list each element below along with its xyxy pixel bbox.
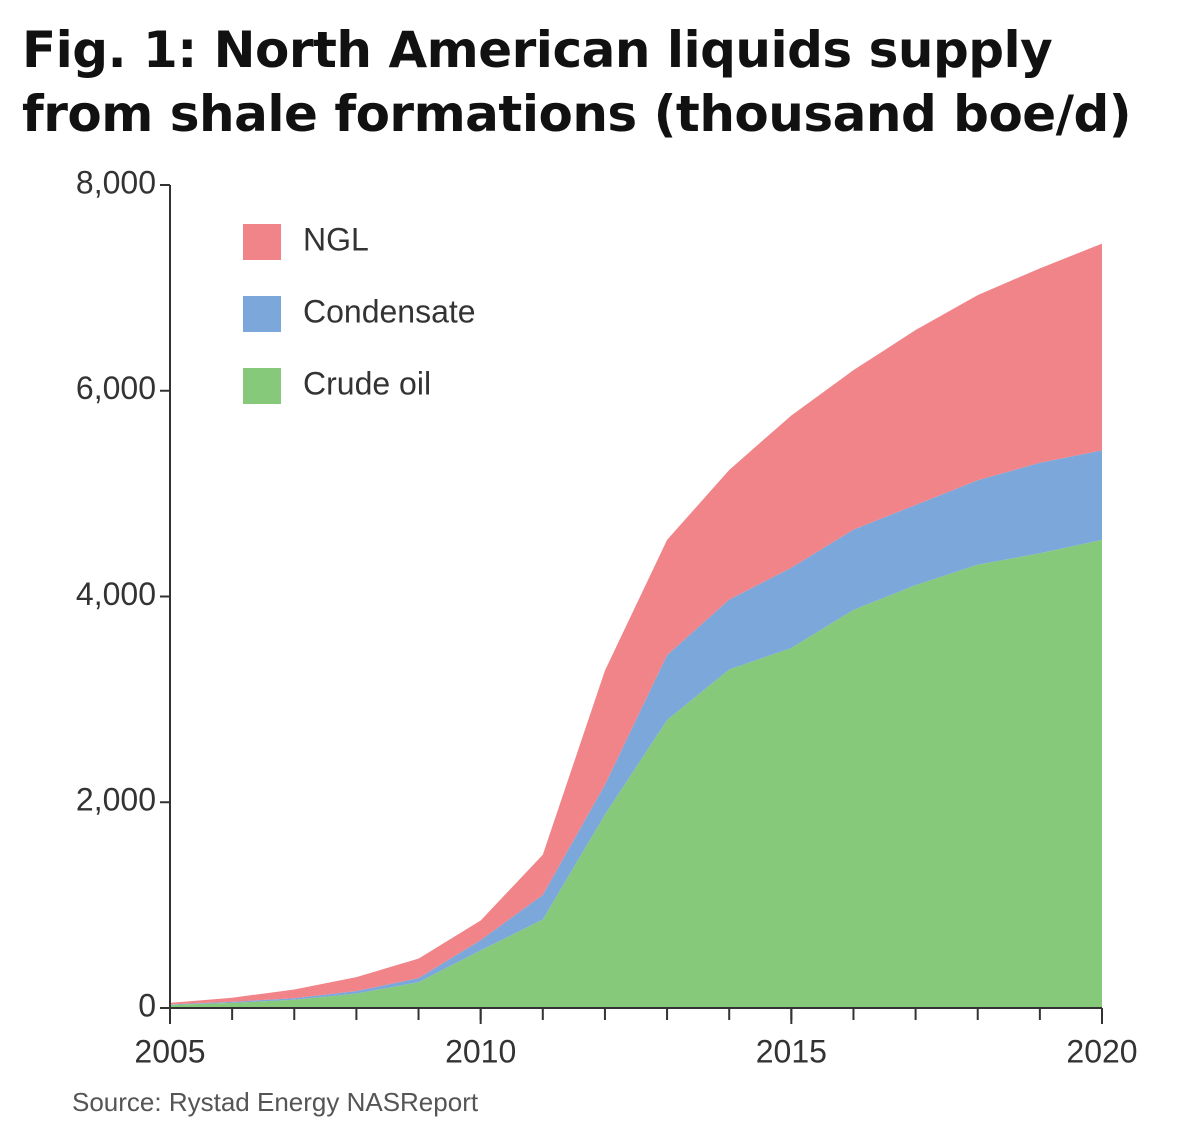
x-tick-label: 2010 — [445, 1033, 516, 1069]
legend-swatch — [243, 224, 281, 260]
legend-swatch — [243, 296, 281, 332]
x-tick-label: 2005 — [134, 1033, 205, 1069]
x-tick-label: 2015 — [756, 1033, 827, 1069]
legend-swatch — [243, 368, 281, 404]
legend-label: NGL — [303, 221, 369, 257]
source: Source: Rystad Energy NASReport — [72, 1087, 479, 1117]
y-tick-label: 0 — [138, 987, 156, 1023]
y-tick-label: 2,000 — [76, 782, 156, 818]
area — [170, 539, 1102, 1008]
chart-title: Fig. 1: North American liquids supply fr… — [22, 21, 1132, 143]
y-tick-label: 8,000 — [76, 164, 156, 200]
area — [170, 243, 1102, 1005]
area — [170, 450, 1102, 1005]
legend-label: Crude oil — [303, 365, 431, 401]
x-tick-label: 2020 — [1066, 1033, 1137, 1069]
legend-label: Condensate — [303, 293, 476, 329]
y-tick-label: 6,000 — [76, 370, 156, 406]
y-tick-label: 4,000 — [76, 576, 156, 612]
